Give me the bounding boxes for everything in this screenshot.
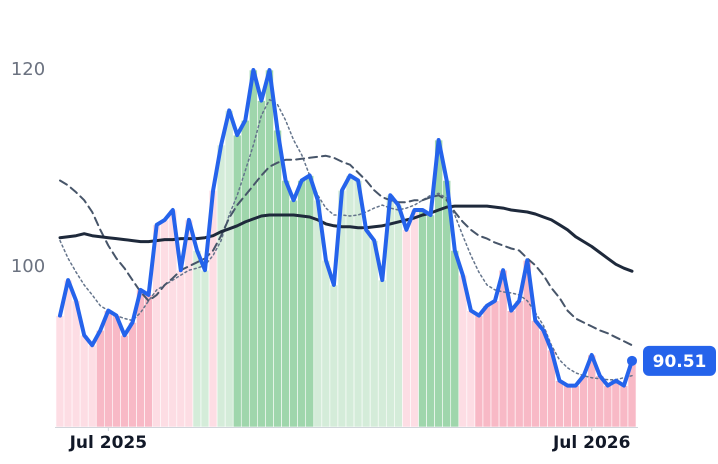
regime-band: [160, 219, 170, 428]
regime-band: [571, 385, 580, 428]
regime-band: [506, 310, 516, 428]
regime-band: [63, 279, 73, 428]
regime-band: [579, 375, 588, 428]
regime-band: [563, 385, 572, 428]
regime-band: [87, 344, 97, 428]
y-tick-label: 100: [11, 256, 45, 277]
regime-band: [200, 269, 210, 428]
value-label: 90.51: [653, 352, 707, 372]
regime-band: [224, 110, 234, 428]
regime-band: [539, 330, 548, 428]
regime-band: [458, 274, 468, 428]
x-tick-label: Jul 2026: [552, 433, 631, 453]
regime-band: [603, 385, 613, 428]
regime-band: [482, 305, 492, 428]
regime-band: [345, 175, 355, 428]
regime-band: [321, 260, 331, 428]
series-line: [59, 154, 633, 347]
regime-band: [450, 250, 460, 428]
regime-band: [79, 334, 89, 428]
regime-band: [305, 175, 315, 428]
regime-band: [490, 300, 500, 428]
regime-band: [369, 240, 379, 428]
regime-band: [410, 209, 419, 428]
series-line: [59, 98, 633, 381]
regime-band: [120, 334, 129, 428]
regime-band: [353, 180, 363, 428]
x-tick-label: Jul 2025: [69, 433, 148, 453]
regime-band: [377, 279, 387, 428]
regime-band: [595, 375, 605, 428]
regime-band: [192, 250, 202, 428]
regime-band: [265, 69, 274, 428]
regime-band: [514, 300, 524, 428]
regime-band: [257, 100, 266, 428]
regime-band: [289, 199, 298, 428]
regime-band: [184, 219, 194, 428]
regime-band: [474, 315, 484, 428]
series-line: [58, 68, 634, 388]
regime-band: [281, 180, 290, 428]
regime-band: [619, 385, 629, 428]
regime-band: [426, 214, 435, 428]
regime-band: [329, 284, 339, 428]
regime-band: [176, 269, 186, 428]
regime-band: [216, 144, 226, 428]
regime-band: [273, 129, 282, 428]
regime-band: [232, 134, 242, 428]
regime-band: [361, 229, 371, 428]
regime-band: [136, 289, 145, 428]
value-badge: [643, 345, 716, 376]
regime-band: [112, 315, 121, 428]
regime-band: [611, 380, 621, 428]
regime-band: [55, 315, 65, 428]
regime-band: [104, 310, 113, 428]
regime-band: [394, 204, 403, 428]
regime-band: [95, 330, 105, 428]
regime-band: [530, 320, 540, 428]
regime-band: [418, 209, 427, 428]
regime-band: [402, 229, 411, 428]
y-tick-label: 120: [11, 59, 45, 80]
regime-band: [240, 120, 250, 428]
regime-band: [555, 380, 564, 428]
regime-band: [144, 294, 153, 428]
regime-band: [466, 310, 476, 428]
regime-band: [128, 322, 137, 428]
last-point: [627, 355, 637, 366]
regime-band: [249, 69, 258, 428]
